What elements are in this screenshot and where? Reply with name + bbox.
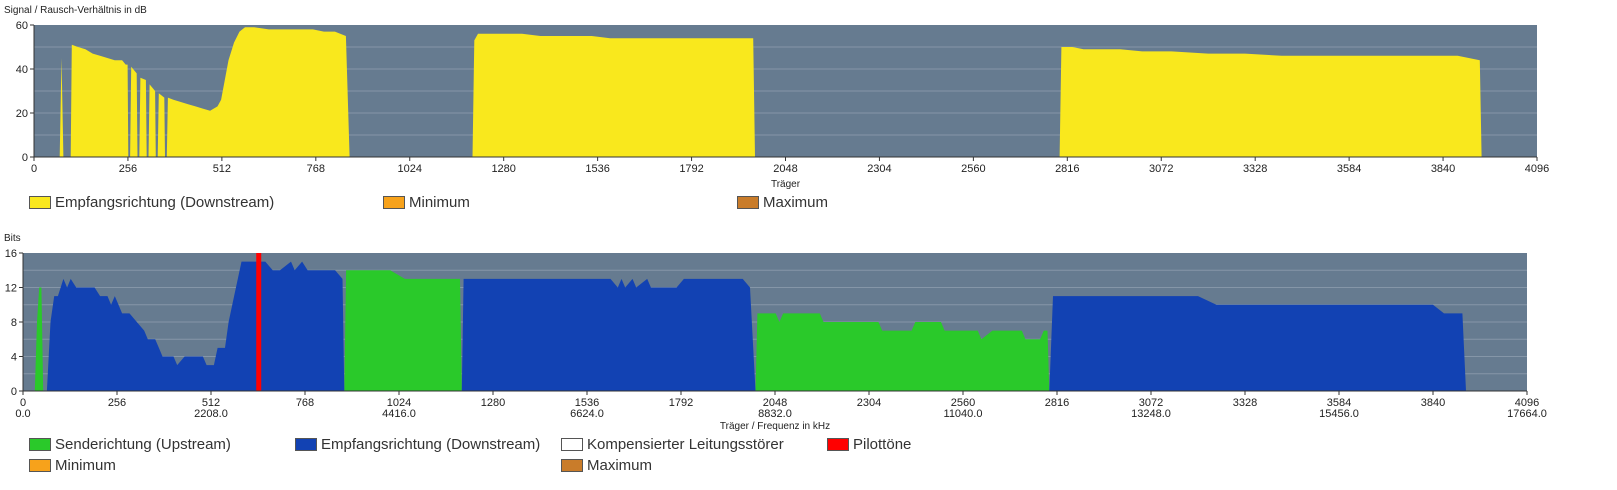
legend-swatch-upstream bbox=[29, 438, 51, 451]
x-freq-tick-label: 13248.0 bbox=[1131, 408, 1171, 420]
x-tick-label: 3072 bbox=[1139, 397, 1163, 409]
legend-label: Senderichtung (Upstream) bbox=[55, 436, 231, 453]
x-tick-label: 512 bbox=[213, 163, 231, 175]
x-tick-label: 2560 bbox=[951, 397, 975, 409]
x-tick-label: 2048 bbox=[763, 397, 787, 409]
y-tick-label: 4 bbox=[11, 352, 17, 364]
x-tick-label: 1280 bbox=[481, 397, 505, 409]
y-tick-label: 12 bbox=[5, 283, 17, 295]
legend-2-compensated: Kompensierter Leitungsstörer bbox=[561, 436, 784, 453]
legend-1-maximum: Maximum bbox=[737, 194, 828, 211]
x-axis-title: Träger bbox=[771, 179, 801, 190]
y-axis-title: Signal / Rausch-Verhältnis in dB bbox=[4, 5, 147, 16]
x-freq-tick-label: 11040.0 bbox=[944, 408, 983, 420]
x-freq-tick-label: 8832.0 bbox=[758, 408, 792, 420]
x-axis-title: Träger / Frequenz in kHz bbox=[720, 421, 830, 432]
x-tick-label: 1024 bbox=[387, 397, 411, 409]
x-tick-label: 1280 bbox=[491, 163, 515, 175]
legend-swatch-maximum bbox=[737, 196, 759, 209]
legend-label: Empfangsrichtung (Downstream) bbox=[55, 194, 275, 211]
x-tick-label: 3584 bbox=[1327, 397, 1351, 409]
legend-2-downstream: Empfangsrichtung (Downstream) bbox=[295, 436, 540, 453]
y-axis-title: Bits bbox=[4, 233, 21, 244]
y-tick-label: 0 bbox=[22, 152, 28, 164]
x-tick-label: 3840 bbox=[1431, 163, 1455, 175]
x-tick-label: 256 bbox=[108, 397, 126, 409]
legend-2-minimum: Minimum bbox=[29, 457, 116, 474]
x-freq-tick-label: 15456.0 bbox=[1319, 408, 1359, 420]
x-freq-tick-label: 6624.0 bbox=[570, 408, 604, 420]
legend-2-upstream: Senderichtung (Upstream) bbox=[29, 436, 231, 453]
y-tick-label: 0 bbox=[11, 386, 17, 398]
y-tick-label: 60 bbox=[16, 20, 28, 32]
x-tick-label: 0 bbox=[20, 397, 26, 409]
x-tick-label: 1536 bbox=[575, 397, 599, 409]
legend-swatch-minimum bbox=[383, 196, 405, 209]
x-freq-tick-label: 4416.0 bbox=[382, 408, 416, 420]
legend-label: Empfangsrichtung (Downstream) bbox=[321, 436, 541, 453]
x-tick-label: 2560 bbox=[961, 163, 985, 175]
x-tick-label: 1792 bbox=[679, 163, 703, 175]
legend-swatch-maximum bbox=[561, 459, 583, 472]
x-tick-label: 1024 bbox=[398, 163, 422, 175]
x-tick-label: 1792 bbox=[669, 397, 693, 409]
x-tick-label: 0 bbox=[31, 163, 37, 175]
x-freq-tick-label: 2208.0 bbox=[194, 408, 228, 420]
y-tick-label: 16 bbox=[5, 248, 17, 260]
y-tick-label: 20 bbox=[16, 108, 28, 120]
legend-label: Pilottöne bbox=[853, 436, 912, 453]
legend-2-pilot: Pilottöne bbox=[827, 436, 911, 453]
x-freq-tick-label: 0.0 bbox=[15, 408, 30, 420]
x-freq-tick-label: 17664.0 bbox=[1507, 408, 1547, 420]
x-tick-label: 4096 bbox=[1525, 163, 1549, 175]
x-tick-label: 2304 bbox=[857, 397, 881, 409]
x-tick-label: 2816 bbox=[1055, 163, 1079, 175]
x-tick-label: 768 bbox=[296, 397, 314, 409]
legend-label: Minimum bbox=[409, 194, 470, 211]
y-tick-label: 40 bbox=[16, 64, 28, 76]
legend-swatch-downstream bbox=[29, 196, 51, 209]
legend-2-maximum: Maximum bbox=[561, 457, 652, 474]
legend-label: Maximum bbox=[587, 457, 653, 474]
x-tick-label: 3328 bbox=[1233, 397, 1257, 409]
y-tick-label: 8 bbox=[11, 317, 17, 329]
legend-1-downstream: Empfangsrichtung (Downstream) bbox=[29, 194, 274, 211]
snr-downstream-area bbox=[59, 27, 1482, 158]
x-tick-label: 512 bbox=[202, 397, 220, 409]
legend-swatch-compensated bbox=[561, 438, 583, 451]
x-tick-label: 2048 bbox=[773, 163, 797, 175]
legend-label: Kompensierter Leitungsstörer bbox=[587, 436, 784, 453]
x-tick-label: 4096 bbox=[1515, 397, 1539, 409]
legend-label: Maximum bbox=[763, 194, 829, 211]
legend-1-minimum: Minimum bbox=[383, 194, 470, 211]
legend-swatch-minimum bbox=[29, 459, 51, 472]
legend-label: Minimum bbox=[55, 457, 116, 474]
x-tick-label: 256 bbox=[119, 163, 137, 175]
x-tick-label: 1536 bbox=[585, 163, 609, 175]
x-tick-label: 2816 bbox=[1045, 397, 1069, 409]
x-tick-label: 3584 bbox=[1337, 163, 1361, 175]
x-tick-label: 3072 bbox=[1149, 163, 1173, 175]
upstream-bits-area bbox=[34, 270, 1050, 391]
x-tick-label: 3328 bbox=[1243, 163, 1267, 175]
x-tick-label: 3840 bbox=[1421, 397, 1445, 409]
downstream-bits-area bbox=[46, 261, 1467, 391]
pilot-tone-marker bbox=[256, 253, 262, 391]
x-tick-label: 2304 bbox=[867, 163, 891, 175]
legend-swatch-pilot bbox=[827, 438, 849, 451]
x-tick-label: 768 bbox=[307, 163, 325, 175]
legend-swatch-downstream bbox=[295, 438, 317, 451]
